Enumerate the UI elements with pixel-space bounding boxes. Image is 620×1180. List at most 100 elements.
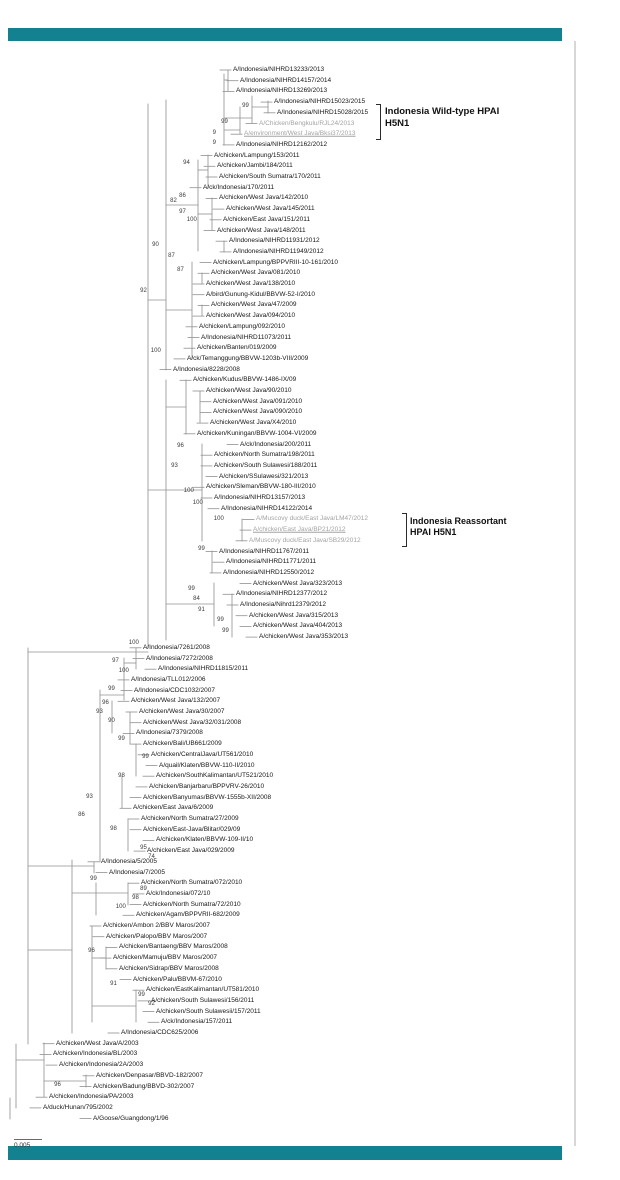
taxon-label: A/chicken/West Java/323/2013 [253, 579, 343, 587]
taxon-label: A/Chicken/Bengkulu/RJL24/2013 [259, 119, 355, 127]
wildtype-annotation-line1: Indonesia Wild-type HPAI [385, 106, 500, 117]
taxon-label: A/ck/Indonesia/170/2011 [203, 183, 275, 191]
taxon-label: A/chicken/Lampung/153/2011 [214, 151, 300, 159]
page-edge-line [574, 41, 576, 1146]
bootstrap-value: 96 [102, 700, 109, 706]
bootstrap-value: 99 [242, 103, 249, 109]
taxon-label: A/Indonesia/8228/2008 [173, 365, 240, 373]
taxon-label: A/chicken/West Java/090/2010 [213, 408, 303, 416]
taxon-label: A/Indonesia/TLL012/2006 [131, 675, 206, 683]
bootstrap-value: 97 [112, 658, 119, 664]
taxon-label: A/chicken/Indonesia/PA/2003 [49, 1092, 134, 1100]
bootstrap-value: 9 [212, 130, 216, 136]
taxon-label: A/Muscovy duck/East Java/LM47/2012 [256, 515, 369, 523]
taxon-label: A/chicken/North Sumatra/72/2010 [143, 900, 241, 908]
wildtype-annotation-line2: H5N1 [385, 117, 410, 129]
taxon-label: A/Indonesia/NIHRD12162/2012 [236, 140, 328, 148]
taxon-label: A/chicken/Palu/BBVM-67/2010 [133, 975, 222, 983]
taxon-label: A/chicken/Agam/BPPVRII-682/2009 [136, 911, 240, 919]
wildtype-clade-bracket [376, 104, 381, 140]
taxon-label: A/Indonesia/NIHRD11931/2012 [229, 236, 320, 244]
taxon-label: A/chicken/Banyumas/BBVW-1555b-XII/2008 [143, 793, 272, 801]
taxon-label: A/chicken/East Java/BP21/2012 [253, 525, 346, 533]
bootstrap-value: 86 [179, 193, 186, 199]
taxon-label: A/Indonesia/Nihrd12379/2012 [240, 600, 327, 608]
taxon-label: A/chicken/West Java/30/2007 [139, 707, 225, 715]
bootstrap-value: 99 [217, 617, 224, 623]
bootstrap-value: 97 [179, 209, 186, 215]
bootstrap-value: 98 [132, 895, 139, 901]
bootstrap-value: 91 [198, 607, 205, 613]
bootstrap-value: 96 [177, 443, 184, 449]
bootstrap-value: 98 [110, 826, 117, 832]
taxon-label: A/chicken/Indonesia/2A/2003 [59, 1060, 144, 1068]
taxon-label: A/chicken/West Java/094/2010 [206, 311, 296, 319]
taxon-label: A/Indonesia/NIHRD13269/2013 [236, 87, 328, 95]
taxon-label: A/chicken/West Java/353/2013 [259, 632, 349, 640]
taxon-label: A/ck/Indonesia/157/2011 [161, 1018, 233, 1026]
taxon-label: A/chicken/West Java/081/2010 [211, 269, 301, 277]
bootstrap-value: 100 [118, 668, 129, 674]
taxon-label: A/chicken/South Sumatra/170/2011 [219, 172, 321, 180]
taxon-label: A/chicken/Klaten/BBVW-109-II/10 [156, 836, 254, 844]
taxon-label: A/environment/West Java/Bksi37/2013 [244, 129, 356, 137]
reassortant-clade-bracket [402, 513, 407, 547]
bootstrap-value: 99 [198, 546, 205, 552]
bootstrap-value: 99 [221, 119, 228, 125]
bootstrap-value: 100 [213, 516, 224, 522]
taxon-label: A/chicken/SouthKalimantan/UT521/2010 [156, 771, 274, 779]
taxon-label: A/Indonesia/7272/2008 [146, 654, 213, 662]
bootstrap-value: 100 [128, 640, 139, 646]
bootstrap-value: 93 [96, 709, 103, 715]
taxon-label: A/chicken/North Sumatra/27/2009 [141, 814, 239, 822]
taxon-label: A/chicken/South Sulawesi/156/2011 [151, 996, 255, 1004]
taxon-label: A/chicken/Palopo/BBV Maros/2007 [106, 932, 208, 940]
taxon-label: A/chicken/West Java/X4/2010 [210, 418, 297, 426]
taxon-label: A/chicken/East Java/029/2009 [147, 846, 235, 854]
taxon-label: A/Indonesia/NIHRD14157/2014 [240, 76, 332, 84]
taxon-label: A/chicken/West Java/148/2011 [217, 226, 306, 234]
taxon-label: A/Indonesia/NIHRD15028/2015 [277, 108, 369, 116]
taxon-label: A/chicken/South Sulawesi/188/2011 [214, 461, 318, 469]
taxon-label: A/Indonesia/NIHRD11815/2011 [158, 664, 249, 672]
bootstrap-value: 90 [152, 242, 159, 248]
taxon-label: A/Indonesia/NIHRD12550/2012 [223, 568, 315, 576]
wildtype-clade-annotation: Indonesia Wild-type HPAI H5N1 [385, 106, 499, 130]
bootstrap-value: 99 [188, 586, 195, 592]
taxon-label: A/chicken/West Java/47/2009 [211, 301, 297, 309]
taxon-label: A/Indonesia/5/2005 [101, 857, 158, 865]
bootstrap-value: 93 [171, 463, 178, 469]
taxon-label: A/ck/Indonesia/072/10 [146, 889, 211, 897]
bootstrap-value: 100 [186, 217, 197, 223]
taxon-label: A/chicken/Bantaeng/BBV Maros/2008 [119, 943, 228, 951]
taxon-label: A/chicken/West Java/142/2010 [219, 194, 309, 202]
taxon-label: A/chicken/Kuningan/BBVW-1004-VI/2009 [197, 429, 317, 437]
bootstrap-value: 90 [108, 718, 115, 724]
taxon-label: A/chicken/Badung/BBVD-302/2007 [93, 1082, 195, 1090]
taxon-label: A/Indonesia/NIHRD12377/2012 [236, 590, 328, 598]
bootstrap-value: 100 [183, 488, 194, 494]
bootstrap-value: 92 [140, 288, 147, 294]
reassortant-annotation-line2: HPAI H5N1 [410, 527, 457, 538]
bootstrap-value: 94 [183, 160, 190, 166]
taxon-label: A/chicken/Jambi/184/2011 [217, 162, 293, 170]
taxon-label: A/Indonesia/NIHRD11767/2011 [219, 547, 310, 555]
taxon-label: A/ck/Indonesia/200/2011 [240, 440, 312, 448]
taxon-label: A/chicken/West Java/091/2010 [213, 397, 303, 405]
taxon-label: A/ck/Temanggung/BBVW-1203b-VIII/2009 [187, 354, 309, 362]
taxon-label: A/Goose/Guangdong/1/96 [93, 1114, 169, 1122]
taxon-label: A/duck/Hunan/795/2002 [43, 1103, 113, 1111]
taxon-label: A/chicken/CentralJava/UT561/2010 [151, 750, 254, 758]
taxon-label: A/Indonesia/CDC625/2006 [121, 1028, 199, 1036]
taxon-label: A/quail/Klaten/BBVW-110-II/2010 [159, 761, 255, 769]
bootstrap-value: 100 [150, 348, 161, 354]
taxon-label: A/Indonesia/7/2005 [109, 868, 166, 876]
taxon-label: A/Indonesia/7261/2008 [143, 643, 210, 651]
bootstrap-value: 99 [118, 736, 125, 742]
scale-bar [14, 1139, 42, 1140]
bootstrap-value: 87 [168, 253, 175, 259]
top-border-bar [8, 28, 562, 41]
taxon-label: A/chicken/Banten/019/2009 [197, 343, 277, 351]
